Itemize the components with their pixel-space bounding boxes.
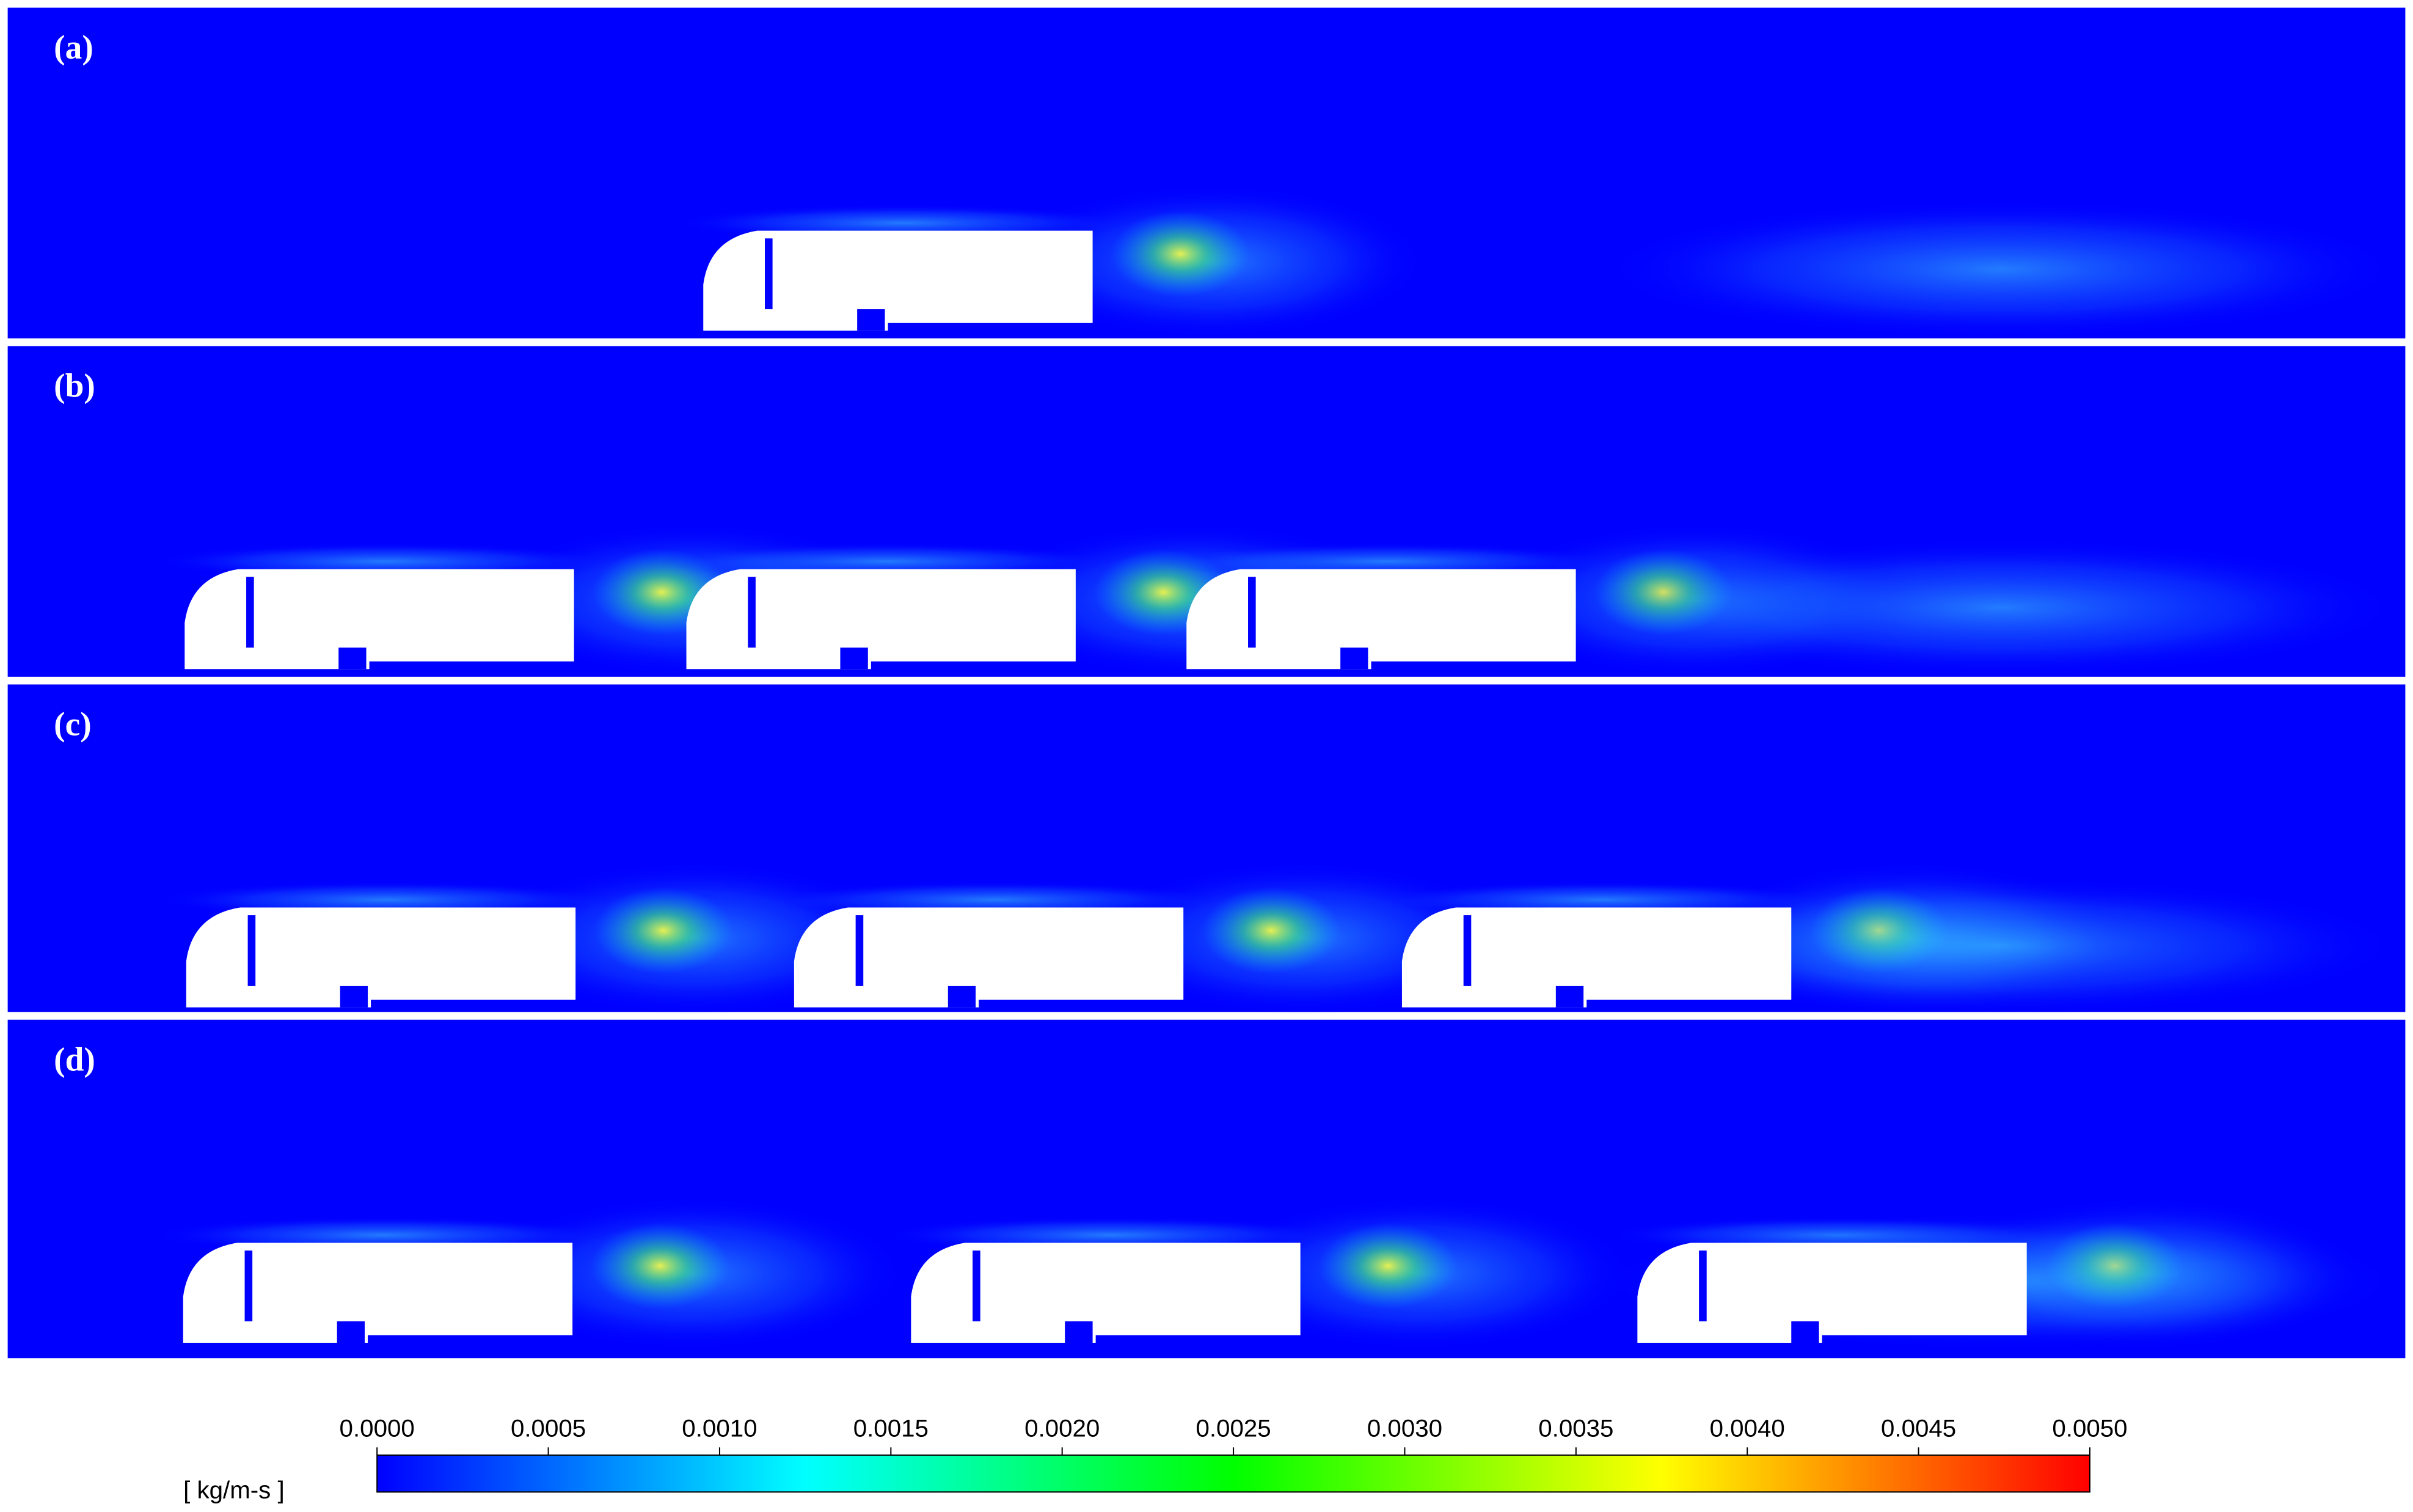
truck-gap [1463,915,1472,986]
wake-hot [1111,210,1250,297]
wheel-cutout [337,1321,365,1343]
colorbar-tick-label: 0.0010 [682,1415,757,1442]
truck [794,907,1184,1008]
wheel-cutout [1065,1321,1093,1343]
wake-hot [594,887,733,974]
truck-gap [244,1250,253,1321]
panel-label: (c) [54,706,92,743]
wheel-cutout [857,309,885,331]
colorbar-tick-label: 0.0050 [2052,1415,2127,1442]
wheel-cutout [338,647,367,670]
colorbar-tick-label: 0.0025 [1196,1415,1271,1442]
colorbar-tick-label: 0.0045 [1881,1415,1956,1442]
far-wake [1600,200,2401,338]
truck [1637,1243,2027,1343]
truck-gap [765,238,773,310]
colorbar-tick-label: 0.0035 [1538,1415,1613,1442]
truck [184,569,574,670]
truck-gap [247,915,256,986]
truck [183,1243,573,1343]
panel-label: (b) [54,367,95,404]
colorbar-tick-label: 0.0015 [853,1415,929,1442]
colorbar-tick-label: 0.0020 [1024,1415,1100,1442]
wheel-cutout [1555,985,1584,1008]
truck [186,907,576,1008]
truck [703,230,1093,331]
colorbar-tick-label: 0.0040 [1710,1415,1785,1442]
truck-gap [246,577,254,648]
truck [686,569,1076,670]
truck-gap [1699,1250,1707,1321]
colorbar-tick-label: 0.0000 [340,1415,415,1442]
panel-label: (d) [54,1040,95,1078]
truck [1401,907,1792,1008]
wheel-cutout [1340,647,1368,670]
far-wake [1600,877,2401,1015]
colorbar [376,1454,2090,1493]
truck-gap [973,1250,980,1321]
wake-hot [1202,887,1341,974]
panel-label: (a) [54,29,93,66]
truck [1186,569,1576,670]
colorbar-tick-label: 0.0030 [1367,1415,1442,1442]
truck-gap [1248,577,1256,648]
colorbar-unit: [ kg/m-s ] [183,1476,285,1503]
colorbar-tick-label: 0.0005 [511,1415,586,1442]
wake-hot [1318,1222,1458,1309]
truck-gap [748,577,756,648]
truck [911,1243,1301,1343]
wheel-cutout [340,985,368,1008]
wheel-cutout [947,985,976,1008]
far-wake [1600,538,2401,677]
wake-hot [591,1222,730,1309]
wheel-cutout [1791,1321,1819,1343]
wheel-cutout [840,647,868,670]
truck-gap [855,915,864,986]
